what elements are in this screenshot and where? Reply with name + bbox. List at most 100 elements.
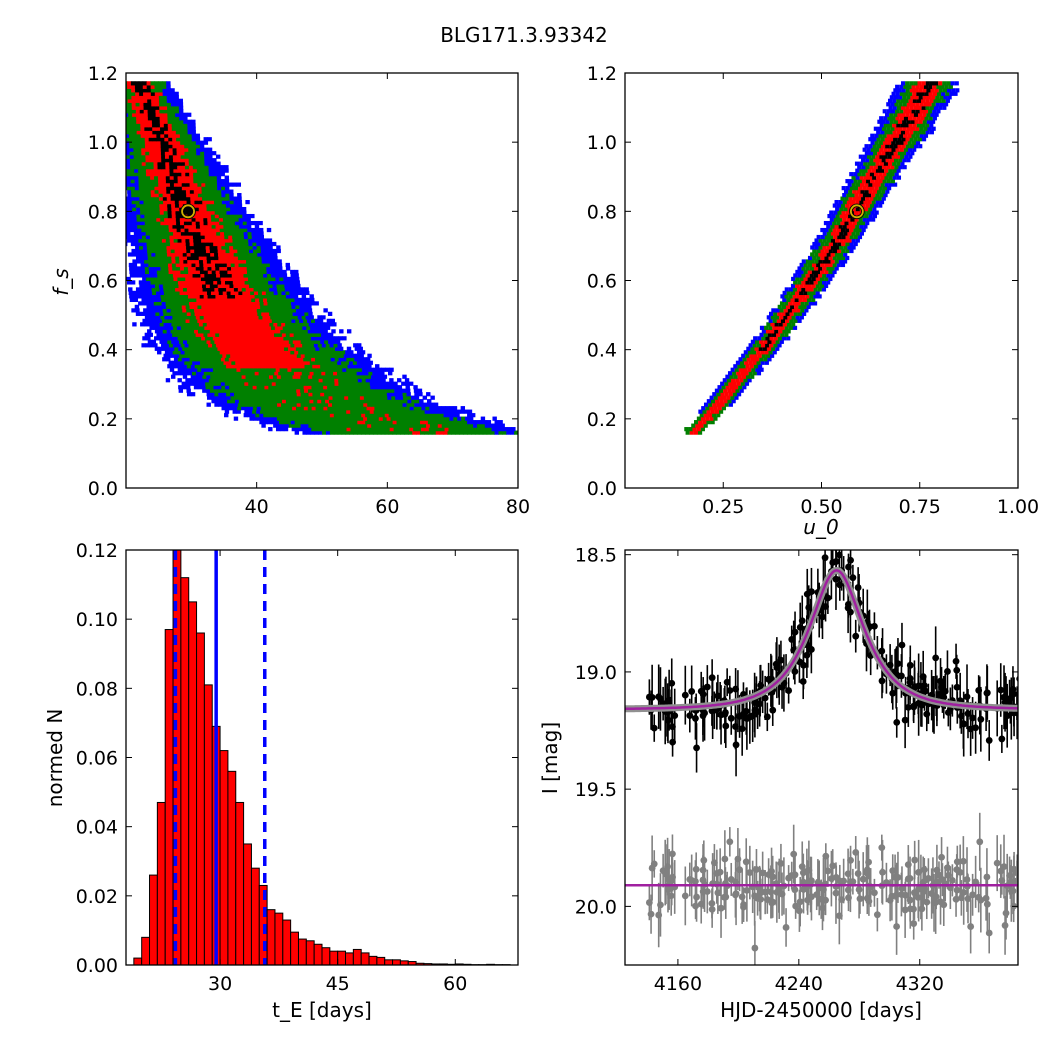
density-cell: [904, 98, 909, 103]
density-cell: [142, 238, 147, 243]
density-cell: [238, 217, 244, 222]
density-cell: [164, 133, 169, 138]
density-cell: [898, 126, 903, 131]
density-cell: [178, 193, 183, 198]
density-cell: [714, 409, 720, 414]
density-cell: [196, 147, 201, 152]
density-cell: [174, 102, 180, 107]
density-cell: [135, 91, 140, 96]
density-cell: [248, 336, 253, 341]
density-cell: [160, 137, 165, 142]
density-cell: [180, 144, 185, 149]
density-cell: [318, 318, 324, 323]
density-cell: [145, 151, 150, 156]
density-cell: [201, 329, 207, 334]
density-cell: [928, 91, 933, 96]
density-cell: [177, 378, 182, 383]
density-cell: [301, 399, 306, 404]
density-cell: [141, 343, 146, 348]
density-cell: [211, 371, 216, 376]
density-cell: [172, 343, 178, 348]
density-cell: [156, 220, 161, 226]
density-cell: [863, 206, 869, 212]
density-cell: [280, 416, 286, 421]
density-cell: [179, 255, 184, 261]
density-cell: [280, 308, 285, 313]
density-cell: [183, 210, 188, 215]
density-cell: [284, 311, 290, 316]
density-cell: [883, 116, 888, 121]
density-cell: [251, 227, 256, 233]
density-cell: [154, 189, 159, 194]
density-cell: [152, 213, 157, 219]
density-cell: [249, 374, 254, 379]
density-cell: [162, 329, 168, 334]
density-cell: [814, 245, 819, 250]
density-cell: [731, 388, 736, 393]
density-cell: [249, 364, 254, 369]
y-tick-label: 1.2: [88, 63, 118, 85]
density-cell: [276, 308, 281, 313]
density-cell: [894, 165, 899, 170]
density-cell: [937, 98, 942, 103]
density-cell: [330, 367, 335, 372]
density-cell: [334, 409, 339, 414]
density-cell: [759, 357, 764, 362]
density-cell: [229, 189, 234, 194]
density-cell: [291, 304, 296, 309]
density-cell: [331, 385, 336, 390]
density-cell: [913, 81, 918, 86]
density-cell: [187, 217, 193, 222]
density-cell: [338, 409, 343, 414]
density-cell: [866, 147, 871, 152]
density-cell: [334, 336, 339, 341]
density-cell: [239, 325, 244, 330]
density-cell: [863, 161, 868, 166]
density-cell: [172, 315, 177, 320]
density-cell: [165, 234, 170, 240]
density-cell: [799, 262, 804, 268]
density-cell: [214, 311, 219, 316]
density-cell: [200, 168, 206, 173]
density-cell: [144, 294, 150, 299]
density-cell: [162, 304, 167, 309]
density-cell: [146, 81, 151, 86]
density-cell: [145, 144, 150, 149]
density-cell: [244, 238, 249, 243]
density-cell: [173, 357, 179, 362]
density-cell: [399, 395, 404, 400]
density-cell: [204, 301, 210, 306]
density-cell: [840, 262, 846, 268]
density-cell: [304, 353, 310, 358]
density-cell: [382, 374, 388, 379]
density-cell: [391, 395, 396, 400]
density-cell: [189, 245, 195, 250]
density-cell: [232, 357, 238, 362]
density-cell: [301, 315, 307, 320]
density-cell: [852, 196, 857, 201]
density-cell: [256, 248, 262, 254]
density-cell: [702, 420, 707, 425]
density-cell: [146, 336, 151, 341]
density-cell: [244, 346, 250, 351]
density-cell: [221, 193, 226, 198]
density-cell: [843, 245, 848, 250]
density-cell: [888, 168, 893, 173]
density-cell: [174, 189, 179, 194]
density-cell: [172, 332, 177, 337]
density-cell: [159, 255, 164, 261]
density-cell: [887, 123, 893, 128]
density-cell: [167, 255, 172, 261]
density-cell: [157, 301, 163, 306]
density-cell: [353, 378, 359, 383]
density-cell: [503, 427, 508, 432]
density-cell: [174, 248, 179, 254]
density-cell: [299, 406, 305, 411]
density-cell: [338, 336, 343, 341]
density-cell: [163, 213, 169, 219]
density-cell: [206, 388, 211, 393]
density-cell: [782, 329, 787, 334]
density-cell: [179, 290, 184, 296]
density-cell: [828, 227, 833, 233]
density-cell: [172, 147, 177, 152]
